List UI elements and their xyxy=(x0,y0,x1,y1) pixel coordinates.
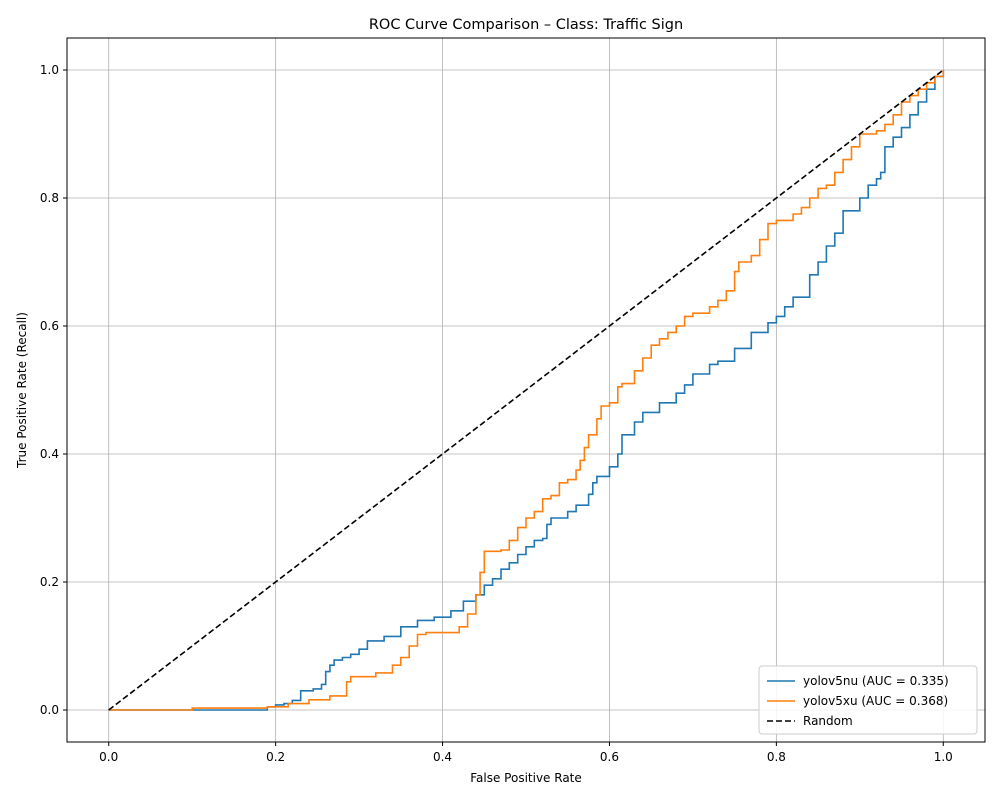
legend-box xyxy=(758,665,978,735)
x-axis-ticks: 0.0 0.2 0.4 0.6 0.8 1.0 xyxy=(99,742,953,764)
x-tick-label: 1.0 xyxy=(934,750,953,764)
legend-label: Random xyxy=(803,714,853,728)
y-tick-label: 0.2 xyxy=(40,575,59,589)
x-tick-label: 0.4 xyxy=(433,750,452,764)
chart-title: ROC Curve Comparison – Class: Traffic Si… xyxy=(369,17,683,33)
y-tick-label: 0.4 xyxy=(40,447,59,461)
plot-lines xyxy=(108,69,945,711)
grid xyxy=(67,38,985,742)
y-tick-label: 0.8 xyxy=(40,191,59,205)
axes-frame xyxy=(66,37,986,743)
legend-label: yolov5xu (AUC = 0.368) xyxy=(803,694,948,708)
y-tick-label: 0.6 xyxy=(40,319,59,333)
legend-label: yolov5nu (AUC = 0.335) xyxy=(803,674,949,688)
series-line-yolov5nu xyxy=(108,70,945,711)
series-line-random xyxy=(108,69,944,711)
x-tick-label: 0.8 xyxy=(767,750,786,764)
y-axis-ticks: 0.0 0.2 0.4 0.6 0.8 1.0 xyxy=(40,63,67,717)
x-tick-label: 0.0 xyxy=(99,750,118,764)
x-axis-label: False Positive Rate xyxy=(470,771,582,785)
y-tick-label: 0.0 xyxy=(40,703,59,717)
legend: yolov5nu (AUC = 0.335) yolov5xu (AUC = 0.… xyxy=(758,665,978,735)
y-tick-label: 1.0 xyxy=(40,63,59,77)
x-tick-label: 0.2 xyxy=(266,750,285,764)
y-axis-label: True Positive Rate (Recall) xyxy=(15,312,29,469)
x-tick-label: 0.6 xyxy=(600,750,619,764)
series-line-yolov5xu xyxy=(108,70,945,711)
